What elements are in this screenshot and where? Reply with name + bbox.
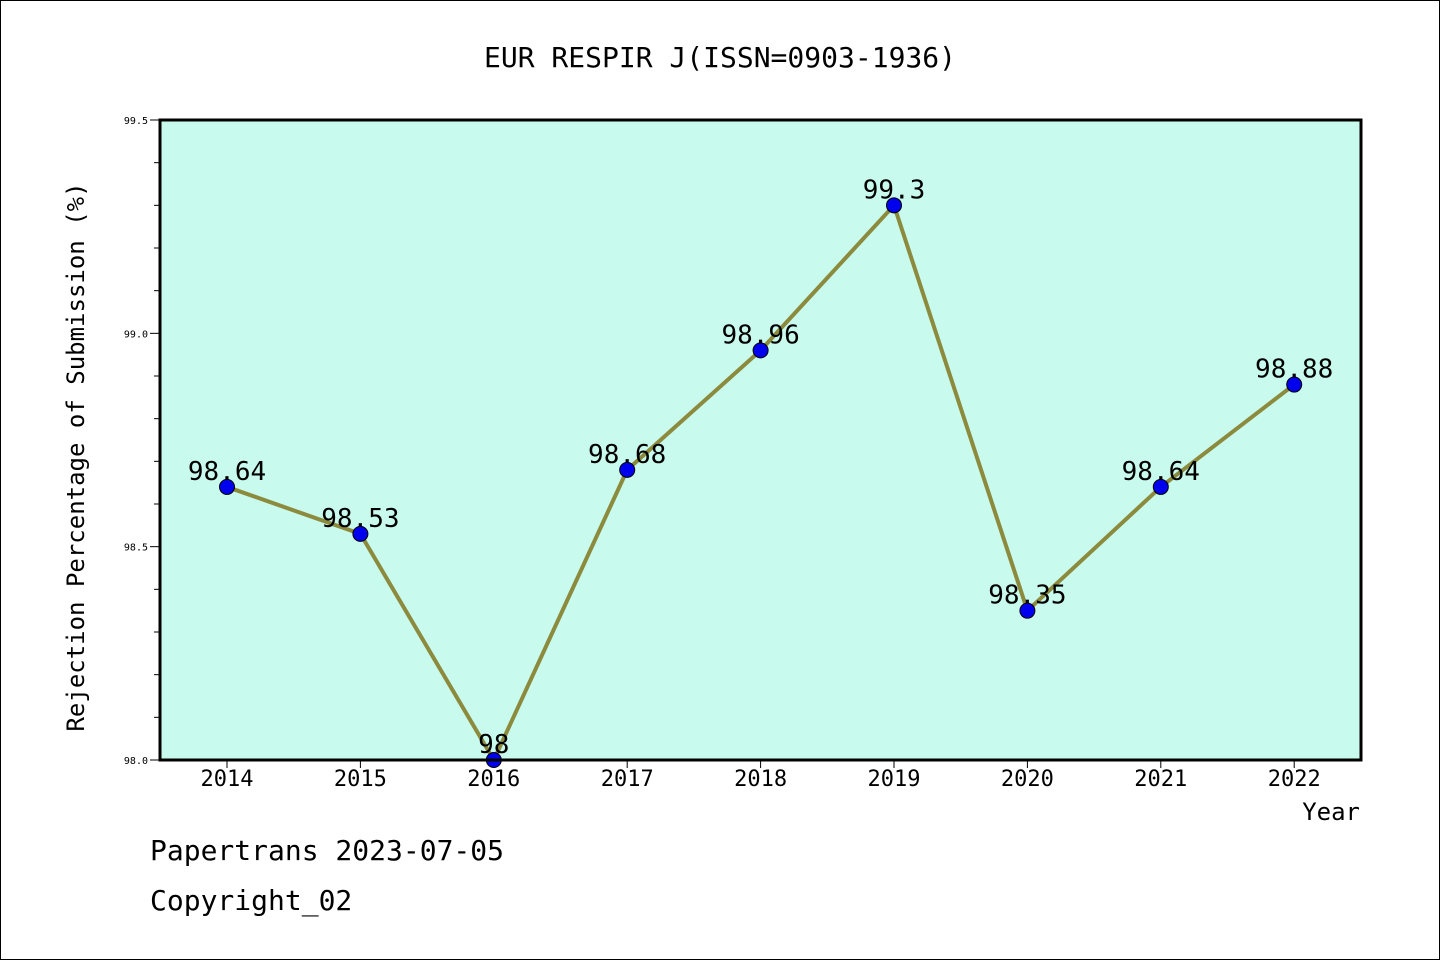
data-point bbox=[1152, 478, 1169, 495]
y-tick-label: 99.0 bbox=[124, 329, 148, 340]
data-series bbox=[219, 197, 1303, 768]
plot-border bbox=[158, 118, 1363, 762]
data-point bbox=[219, 478, 235, 495]
x-tick-label: 2017 bbox=[601, 767, 654, 792]
data-point bbox=[1019, 602, 1036, 619]
x-tick-label: 2014 bbox=[201, 767, 254, 792]
data-point bbox=[619, 461, 636, 478]
chart-title: EUR RESPIR J(ISSN=0903-1936) bbox=[484, 41, 956, 74]
y-tick-label: 99.5 bbox=[124, 116, 148, 127]
footer-publisher: Papertrans 2023-07-05 bbox=[150, 834, 505, 867]
x-tick-label: 2016 bbox=[467, 767, 520, 792]
x-tick-label: 2022 bbox=[1268, 767, 1321, 792]
plot-area bbox=[160, 120, 1361, 760]
x-tick-label: 2015 bbox=[334, 767, 387, 792]
data-label: 99.3 bbox=[863, 175, 926, 205]
x-tick-label: 2020 bbox=[1001, 767, 1054, 792]
data-label: 98.68 bbox=[588, 440, 666, 470]
data-labels: 98.64 98.53 98 98.68 98.96 99.3 98.35 98.64 98.8… bbox=[188, 175, 1333, 760]
y-axis: 98.0 98.5 99.0 99.5 bbox=[124, 116, 160, 767]
y-tick-label: 98.0 bbox=[124, 756, 148, 767]
x-tick-label: 2018 bbox=[734, 767, 787, 792]
data-label: 98.64 bbox=[188, 457, 266, 487]
x-tick-label: 2019 bbox=[868, 767, 921, 792]
x-axis-label: Year bbox=[1302, 798, 1360, 826]
data-point bbox=[352, 525, 369, 542]
data-label: 98.88 bbox=[1255, 355, 1333, 385]
data-point bbox=[886, 197, 902, 214]
data-point bbox=[1286, 376, 1303, 393]
data-label: 98.35 bbox=[988, 581, 1066, 611]
data-point bbox=[752, 342, 769, 359]
data-label: 98.53 bbox=[321, 504, 399, 534]
data-label: 98.64 bbox=[1122, 457, 1200, 487]
y-tick-label: 98.5 bbox=[124, 543, 148, 554]
y-axis-label: Rejection Percentage of Submission (%) bbox=[62, 182, 90, 731]
data-label: 98 bbox=[478, 730, 509, 760]
footer-copyright: Copyright_02 bbox=[150, 884, 353, 917]
data-label: 98.96 bbox=[721, 320, 799, 350]
x-tick-label: 2021 bbox=[1134, 767, 1187, 792]
x-axis: 2014 2015 2016 2017 2018 2019 2020 2021 2022 bbox=[201, 760, 1321, 792]
